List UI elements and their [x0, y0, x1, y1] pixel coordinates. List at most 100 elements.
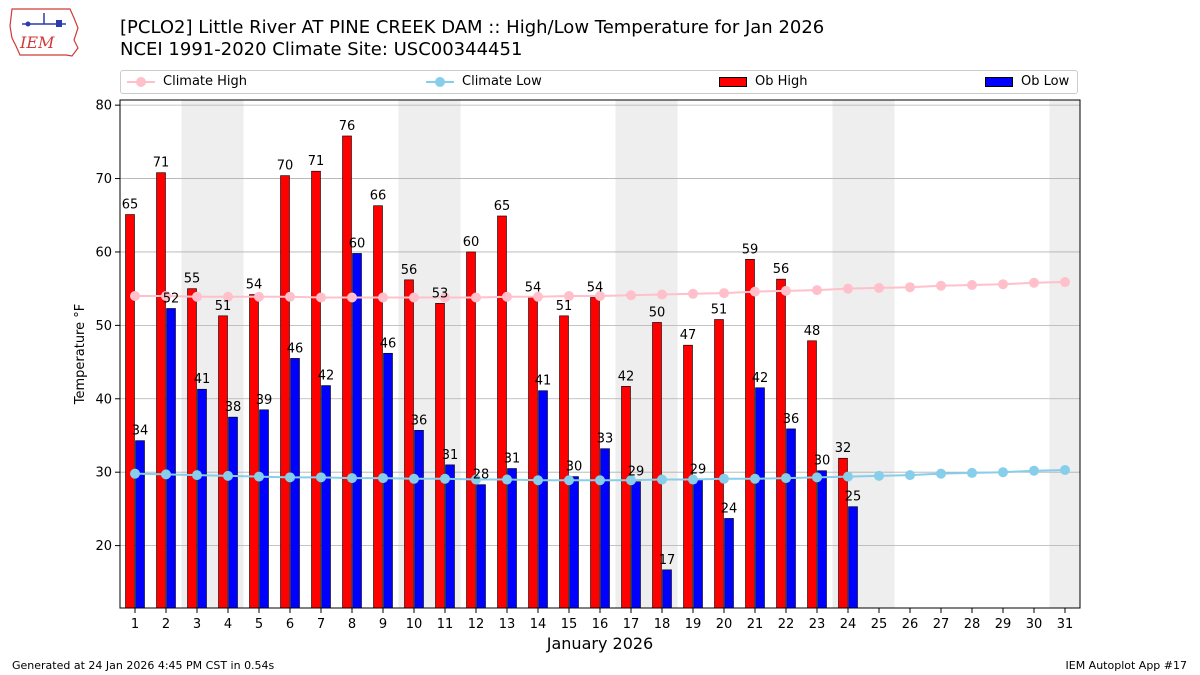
- climate-low-swatch-icon: [426, 76, 454, 87]
- ob-low-bar: [445, 464, 455, 609]
- x-tick-label: 23: [809, 617, 826, 632]
- ob-low-data-label: 34: [132, 424, 149, 439]
- climate-low-point: [254, 471, 264, 482]
- ob-low-data-label: 39: [256, 393, 273, 408]
- x-tick-label: 12: [468, 617, 485, 632]
- climate-high-point: [688, 288, 698, 299]
- climate-low-point: [347, 473, 357, 484]
- ob-low-data-label: 42: [318, 369, 335, 384]
- ob-high-data-label: 59: [742, 242, 759, 257]
- ob-low-bar: [631, 481, 641, 609]
- climate-high-point: [502, 291, 512, 302]
- ob-low-bar: [476, 484, 486, 609]
- y-tick-label: 70: [95, 172, 112, 187]
- x-tick-label: 7: [317, 617, 325, 632]
- app-id: IEM Autoplot App #17: [1065, 659, 1188, 672]
- x-tick-label: 21: [747, 617, 764, 632]
- climate-high-point: [719, 288, 729, 299]
- climate-high-point: [1060, 277, 1070, 288]
- ob-high-bar: [311, 170, 321, 609]
- ob-low-bar: [197, 388, 207, 609]
- ob-low-data-label: 31: [504, 452, 521, 467]
- legend-climate-low: Climate Low: [426, 74, 542, 89]
- ob-low-data-label: 17: [659, 553, 676, 568]
- climate-low-point: [905, 470, 915, 481]
- climate-low-point: [595, 475, 605, 486]
- ob-low-data-label: 60: [349, 236, 366, 251]
- ob-high-data-label: 54: [246, 278, 263, 293]
- climate-low-point: [130, 468, 140, 479]
- x-tick-label: 5: [255, 617, 263, 632]
- climate-low-point: [192, 470, 202, 481]
- ob-low-data-label: 31: [442, 448, 459, 463]
- x-tick-label: 20: [716, 617, 733, 632]
- ob-high-data-label: 54: [525, 280, 542, 295]
- climate-high-point: [936, 280, 946, 291]
- x-tick-label: 16: [592, 617, 609, 632]
- legend-ob-high: Ob High: [719, 74, 808, 89]
- ob-low-bar: [352, 253, 362, 609]
- climate-low-point: [316, 472, 326, 483]
- ob-high-bar: [528, 297, 538, 609]
- climate-high-point: [533, 291, 543, 302]
- climate-high-point: [347, 292, 357, 303]
- ob-high-data-label: 70: [277, 159, 294, 174]
- ob-low-bar: [600, 448, 610, 609]
- ob-low-bar: [755, 387, 765, 609]
- climate-high-point: [812, 285, 822, 296]
- ob-low-data-label: 30: [566, 460, 583, 475]
- climate-high-point: [874, 282, 884, 293]
- climate-high-point: [1029, 277, 1039, 288]
- legend-ob-low: Ob Low: [985, 74, 1069, 89]
- weekend-shade: [1049, 100, 1080, 608]
- climate-high-point: [905, 282, 915, 293]
- x-tick-label: 10: [406, 617, 423, 632]
- ob-high-bar: [497, 215, 507, 609]
- ob-low-bar: [228, 416, 238, 609]
- logo-text: IEM: [19, 33, 55, 52]
- ob-high-data-label: 56: [773, 262, 790, 277]
- ob-high-data-label: 56: [401, 263, 418, 278]
- x-tick-label: 31: [1057, 617, 1074, 632]
- ob-high-bar: [745, 259, 755, 609]
- climate-low-point: [998, 467, 1008, 478]
- ob-high-data-label: 50: [649, 305, 666, 320]
- legend-label: Ob Low: [1021, 74, 1070, 89]
- ob-high-bar: [280, 175, 290, 609]
- ob-low-data-label: 41: [535, 374, 552, 389]
- climate-high-point: [440, 292, 450, 303]
- ob-low-bar: [662, 569, 672, 609]
- ob-low-data-label: 36: [411, 413, 428, 428]
- legend-label: Ob High: [755, 74, 808, 89]
- ob-high-data-label: 55: [184, 272, 201, 287]
- ob-low-bar: [507, 468, 517, 609]
- climate-high-point: [781, 285, 791, 296]
- ob-high-data-label: 51: [215, 299, 232, 314]
- ob-high-data-label: 53: [432, 286, 449, 301]
- x-tick-label: 6: [286, 617, 294, 632]
- y-tick-label: 60: [95, 245, 112, 260]
- ob-high-bar: [187, 288, 197, 609]
- ob-low-data-label: 46: [287, 341, 304, 356]
- ob-low-bar: [135, 440, 145, 609]
- ob-high-data-label: 48: [804, 324, 821, 339]
- x-tick-label: 22: [778, 617, 795, 632]
- ob-high-swatch-icon: [719, 76, 747, 87]
- ob-low-data-label: 29: [628, 465, 645, 480]
- climate-high-point: [192, 291, 202, 302]
- x-tick-label: 18: [654, 617, 671, 632]
- climate-high-point: [595, 291, 605, 302]
- ob-low-data-label: 25: [845, 490, 862, 505]
- ob-high-bar: [218, 315, 228, 609]
- ob-high-bar: [590, 297, 600, 609]
- ob-high-data-label: 51: [711, 302, 728, 317]
- ob-high-bar: [776, 278, 786, 609]
- ob-high-data-label: 47: [680, 328, 697, 343]
- ob-low-data-label: 33: [597, 432, 614, 447]
- weekend-shade: [398, 100, 430, 608]
- ob-high-bar: [466, 251, 476, 609]
- climate-high-point: [409, 292, 419, 303]
- ob-low-bar: [290, 358, 300, 609]
- iem-logo: IEM: [9, 8, 79, 57]
- ob-low-data-label: 46: [380, 336, 397, 351]
